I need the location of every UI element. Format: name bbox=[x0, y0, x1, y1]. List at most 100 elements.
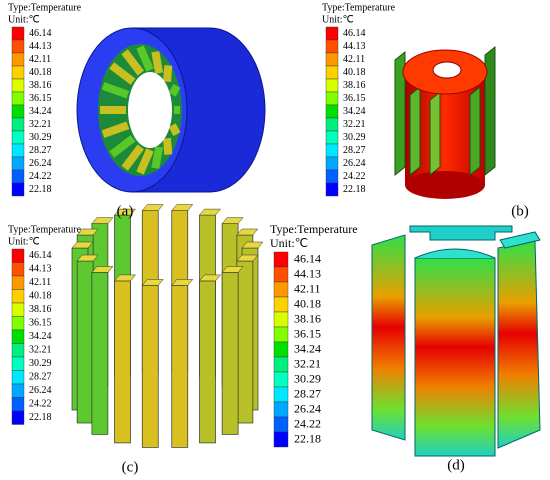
conductor-top bbox=[76, 254, 99, 262]
legend-level: 22.18 bbox=[343, 184, 366, 195]
legend-level: 34.24 bbox=[343, 106, 366, 117]
legend-swatch bbox=[273, 326, 289, 343]
legend-swatch bbox=[11, 356, 25, 371]
legend-level: 26.24 bbox=[343, 158, 366, 169]
legend-level: 38.16 bbox=[29, 80, 52, 91]
legend-level: 32.21 bbox=[294, 356, 321, 370]
legend: Type:TemperatureUnit:℃46.1444.1342.1140.… bbox=[8, 224, 82, 425]
legend-swatch bbox=[11, 329, 25, 344]
legend-level: 22.18 bbox=[294, 431, 321, 445]
conductor-top bbox=[221, 217, 244, 224]
legend-type: Type:Temperature bbox=[8, 2, 82, 13]
legend-level: 30.29 bbox=[29, 132, 52, 143]
legend-level: 42.11 bbox=[294, 281, 321, 295]
panel-b-render bbox=[394, 45, 496, 199]
legend-swatch bbox=[325, 182, 339, 197]
conductor-bar bbox=[91, 272, 109, 435]
legend-swatch bbox=[11, 130, 25, 145]
stator-tooth bbox=[136, 45, 154, 72]
conductor-bar bbox=[221, 272, 239, 435]
legend-swatch bbox=[273, 386, 289, 403]
legend-level: 34.24 bbox=[294, 341, 321, 355]
legend-level: 30.29 bbox=[29, 358, 52, 369]
legend-swatch bbox=[273, 371, 289, 388]
legend-swatch bbox=[273, 401, 289, 418]
panel-c-render bbox=[71, 204, 264, 448]
legend-level: 44.13 bbox=[29, 41, 52, 52]
legend-swatch bbox=[273, 341, 289, 358]
conductor-top bbox=[91, 217, 114, 224]
conductor-top bbox=[91, 266, 114, 273]
legend-unit: Unit:℃ bbox=[322, 14, 354, 25]
legend-swatch bbox=[11, 156, 25, 171]
conductor-bar bbox=[199, 280, 216, 444]
legend-swatch bbox=[11, 343, 25, 358]
conductor-top bbox=[171, 279, 194, 286]
legend-level: 26.24 bbox=[29, 385, 52, 396]
rotor-fin bbox=[484, 45, 496, 177]
legend-unit: Unit:℃ bbox=[8, 236, 40, 247]
legend-level: 26.24 bbox=[29, 158, 52, 169]
legend-swatch bbox=[11, 275, 25, 290]
legend-level: 46.14 bbox=[29, 28, 52, 39]
legend-swatch bbox=[11, 78, 25, 93]
legend-level: 24.22 bbox=[29, 171, 52, 182]
legend-swatch bbox=[11, 169, 25, 184]
conductor-top bbox=[113, 274, 137, 282]
legend-swatch bbox=[273, 266, 289, 283]
legend-swatch bbox=[273, 416, 289, 433]
legend-swatch bbox=[11, 262, 25, 277]
conductor-top bbox=[71, 241, 94, 249]
legend-level: 28.27 bbox=[343, 145, 366, 156]
legend: Type:TemperatureUnit:℃46.1444.1342.1140.… bbox=[270, 222, 358, 448]
rotor-fin bbox=[409, 85, 421, 177]
legend-level: 40.18 bbox=[343, 67, 366, 78]
legend-level: 42.11 bbox=[29, 277, 51, 288]
conductor-top bbox=[141, 279, 164, 286]
legend-swatch bbox=[325, 117, 339, 132]
legend-level: 44.13 bbox=[294, 266, 321, 280]
legend-swatch bbox=[11, 370, 25, 385]
legend: Type:TemperatureUnit:℃46.1444.1342.1140.… bbox=[8, 2, 82, 197]
conductor-bar bbox=[141, 285, 159, 448]
legend-unit: Unit:℃ bbox=[8, 14, 40, 25]
legend-swatch bbox=[11, 39, 25, 54]
legend-level: 46.14 bbox=[29, 250, 52, 261]
legend-swatch bbox=[325, 52, 339, 67]
stator-tooth bbox=[151, 51, 164, 74]
conductor-bar bbox=[236, 260, 254, 424]
legend-level: 22.18 bbox=[29, 184, 52, 195]
legend-level: 32.21 bbox=[29, 345, 52, 356]
legend-level: 30.29 bbox=[294, 371, 321, 385]
legend-swatch bbox=[325, 65, 339, 80]
legend-swatch bbox=[11, 91, 25, 106]
legend-swatch bbox=[325, 143, 339, 158]
conductor-top bbox=[76, 228, 99, 236]
legend-level: 24.22 bbox=[343, 171, 366, 182]
legend-swatch bbox=[325, 91, 339, 106]
panel-d-render bbox=[371, 225, 541, 457]
legend-swatch bbox=[11, 316, 25, 331]
stator-tooth bbox=[168, 83, 181, 97]
rotor-fin bbox=[469, 85, 481, 177]
conductor-top bbox=[236, 228, 259, 236]
legend-level: 36.15 bbox=[29, 93, 52, 104]
panel-caption: (c) bbox=[122, 459, 139, 475]
legend-level: 28.27 bbox=[29, 145, 52, 156]
legend-swatch bbox=[325, 39, 339, 54]
legend-unit: Unit:℃ bbox=[270, 236, 308, 250]
legend-swatch bbox=[325, 78, 339, 93]
legend-level: 24.22 bbox=[29, 399, 52, 410]
legend-level: 40.18 bbox=[29, 67, 52, 78]
legend-level: 32.21 bbox=[343, 119, 366, 130]
panel-a-render bbox=[76, 27, 266, 193]
legend-type: Type:Temperature bbox=[8, 224, 82, 235]
panel-caption: (a) bbox=[117, 203, 134, 219]
conductor-bar bbox=[171, 285, 189, 448]
conductor-top bbox=[241, 241, 264, 249]
legend-swatch bbox=[11, 410, 25, 425]
legend-level: 42.11 bbox=[343, 54, 365, 65]
legend-level: 36.15 bbox=[29, 318, 52, 329]
